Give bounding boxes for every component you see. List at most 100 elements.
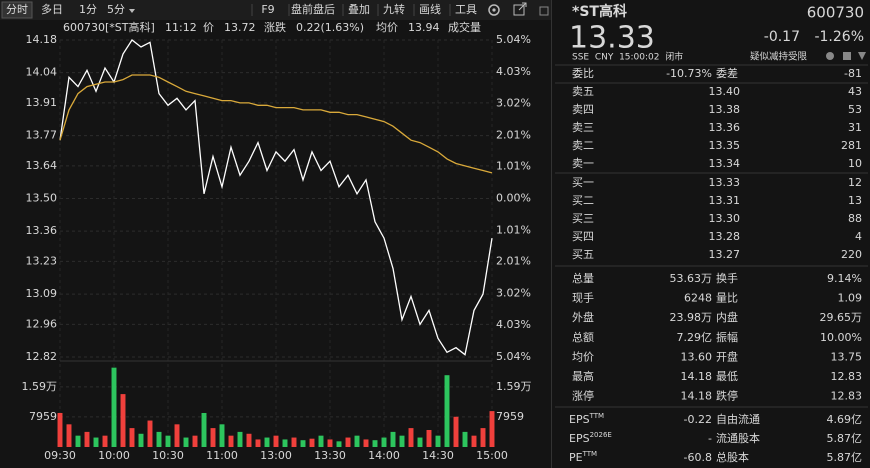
tool-button[interactable]: 盘前盘后 — [291, 2, 335, 16]
volume-bar — [453, 416, 459, 447]
volume-bar — [318, 435, 324, 447]
fundamental-label: 流通股本 — [716, 431, 760, 445]
book-label: 买二 — [572, 194, 594, 207]
book-price: 13.28 — [709, 230, 741, 243]
y2-tick-label: 0.00% — [496, 192, 531, 205]
stat-label: 涨停 — [572, 389, 594, 403]
volume-bar — [228, 435, 234, 447]
volume-bar — [345, 437, 351, 447]
stat-value: 13.60 — [681, 350, 713, 363]
volume-tick-label: 1.59万 — [22, 380, 58, 393]
stat-value: 12.83 — [831, 390, 863, 403]
tab[interactable]: 1分 — [79, 3, 97, 16]
volume-bar — [480, 428, 486, 447]
tool-button[interactable]: 叠加 — [348, 3, 370, 16]
volume-bar — [489, 411, 495, 447]
y-tick-label: 13.50 — [26, 192, 58, 205]
book-volume: 10 — [848, 157, 862, 170]
y-tick-label: 13.91 — [26, 96, 58, 109]
stat-label: 最高 — [572, 369, 594, 383]
risk-tag: 疑似减持受限 — [750, 51, 808, 63]
volume-tick-label: 7959 — [29, 410, 57, 423]
tool-button[interactable]: 工具 — [455, 3, 477, 16]
tab[interactable]: 多日 — [41, 2, 63, 16]
gear — [488, 4, 500, 16]
x-tick-label: 15:00 — [476, 449, 508, 462]
volume-bar — [201, 412, 207, 447]
tool-button[interactable]: 画线 — [419, 2, 441, 16]
label-sup: 2026E — [590, 431, 612, 439]
popout-box — [513, 4, 525, 16]
stat-label: 总额 — [572, 330, 594, 344]
stat-value: 1.09 — [838, 292, 863, 305]
x-tick-label: 14:00 — [368, 449, 400, 462]
stat-value: 29.65万 — [820, 311, 863, 324]
book-label: 买五 — [572, 248, 594, 261]
price-change: -0.17 — [764, 29, 800, 45]
label: 委差 — [716, 66, 738, 80]
book-price: 13.38 — [709, 103, 741, 116]
label-sup: TTM — [589, 412, 604, 420]
book-price: 13.40 — [709, 85, 741, 98]
volume-bar — [372, 440, 378, 447]
volume-bar — [156, 431, 162, 447]
label-main: EPS — [569, 413, 590, 426]
stat-label: 总量 — [572, 271, 594, 285]
stat-value: 13.75 — [831, 350, 863, 363]
volume-bar — [471, 435, 477, 447]
tag-icon[interactable] — [843, 52, 851, 60]
chart-header-price-label: 价 — [203, 21, 214, 34]
y-tick-label: 13.77 — [26, 129, 58, 142]
popout-icon[interactable] — [513, 2, 527, 16]
volume-bar — [273, 435, 279, 447]
market-info: SSE CNY 15:00:02 闭市 — [572, 51, 683, 63]
book-price: 13.35 — [709, 139, 741, 152]
volume-tick-label: 1.59万 — [496, 380, 532, 393]
x-tick-label: 10:00 — [98, 449, 130, 462]
stat-value: 14.18 — [681, 370, 713, 383]
dropdown-arrow[interactable] — [129, 9, 135, 13]
settings-icon[interactable] — [488, 4, 500, 16]
label-sup: TTM — [582, 450, 597, 458]
tool-button[interactable]: 九转 — [383, 2, 405, 16]
fundamental-label: 总股本 — [716, 450, 749, 464]
book-label: 卖一 — [572, 157, 594, 170]
volume-bar — [165, 435, 171, 447]
fundamental-value: -60.8 — [684, 451, 712, 464]
label: 委比 — [572, 67, 594, 80]
label-main: PE — [569, 451, 583, 464]
price-change-pct: -1.26% — [814, 29, 864, 45]
y2-tick-label: 4.03% — [496, 65, 531, 78]
chart-header-avg: 13.94 — [408, 21, 440, 34]
tab[interactable]: 分时 — [6, 3, 28, 16]
volume-bar — [174, 424, 180, 447]
y-tick-label: 14.04 — [26, 66, 58, 79]
book-price: 13.30 — [709, 212, 741, 225]
fundamental-value: - — [708, 432, 712, 445]
y2-tick-label: 4.03% — [496, 318, 531, 331]
y-tick-label: 13.09 — [26, 287, 58, 300]
stat-label: 外盘 — [572, 310, 594, 324]
stat-value: 7.29亿 — [677, 331, 713, 344]
stat-value: 12.83 — [831, 370, 863, 383]
book-volume: 281 — [841, 139, 862, 152]
tag-icon[interactable] — [826, 52, 834, 60]
fundamental-label: EPSTTM — [569, 412, 604, 426]
fundamental-label: 自由流通 — [716, 412, 760, 426]
book-volume: 43 — [848, 85, 862, 98]
value: -10.73% — [666, 67, 712, 80]
average-line — [59, 74, 493, 174]
tag-icon[interactable] — [858, 52, 866, 60]
volume-bar — [363, 439, 369, 447]
tab[interactable]: 5分 — [107, 3, 125, 16]
stat-label: 现手 — [572, 291, 594, 305]
tool-button[interactable]: F9 — [261, 3, 274, 16]
stat-label: 振幅 — [716, 330, 738, 344]
panel-icon[interactable] — [539, 6, 549, 16]
stat-label: 开盘 — [716, 349, 738, 363]
y2-tick-label: 3.02% — [496, 286, 531, 299]
x-tick-label: 14:30 — [422, 449, 454, 462]
volume-bar — [255, 439, 261, 447]
